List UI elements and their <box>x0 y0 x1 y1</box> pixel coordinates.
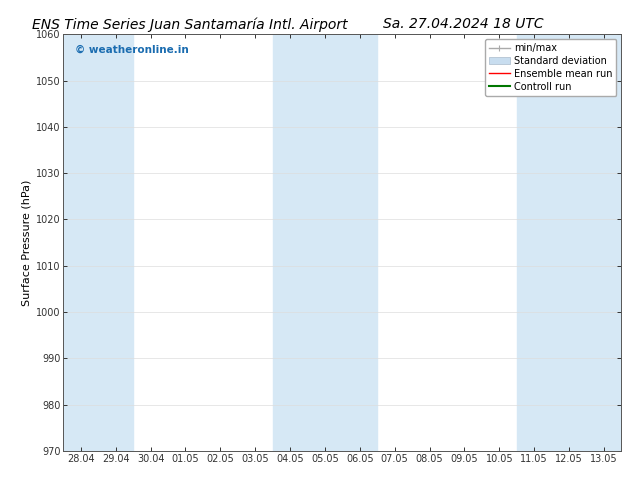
Y-axis label: Surface Pressure (hPa): Surface Pressure (hPa) <box>22 179 32 306</box>
Bar <box>273 34 377 451</box>
Legend: min/max, Standard deviation, Ensemble mean run, Controll run: min/max, Standard deviation, Ensemble me… <box>485 39 616 96</box>
Bar <box>63 34 133 451</box>
Bar <box>517 34 621 451</box>
Text: Sa. 27.04.2024 18 UTC: Sa. 27.04.2024 18 UTC <box>382 17 543 31</box>
Text: © weatheronline.in: © weatheronline.in <box>75 45 188 55</box>
Text: ENS Time Series Juan Santamaría Intl. Airport: ENS Time Series Juan Santamaría Intl. Ai… <box>32 17 348 32</box>
